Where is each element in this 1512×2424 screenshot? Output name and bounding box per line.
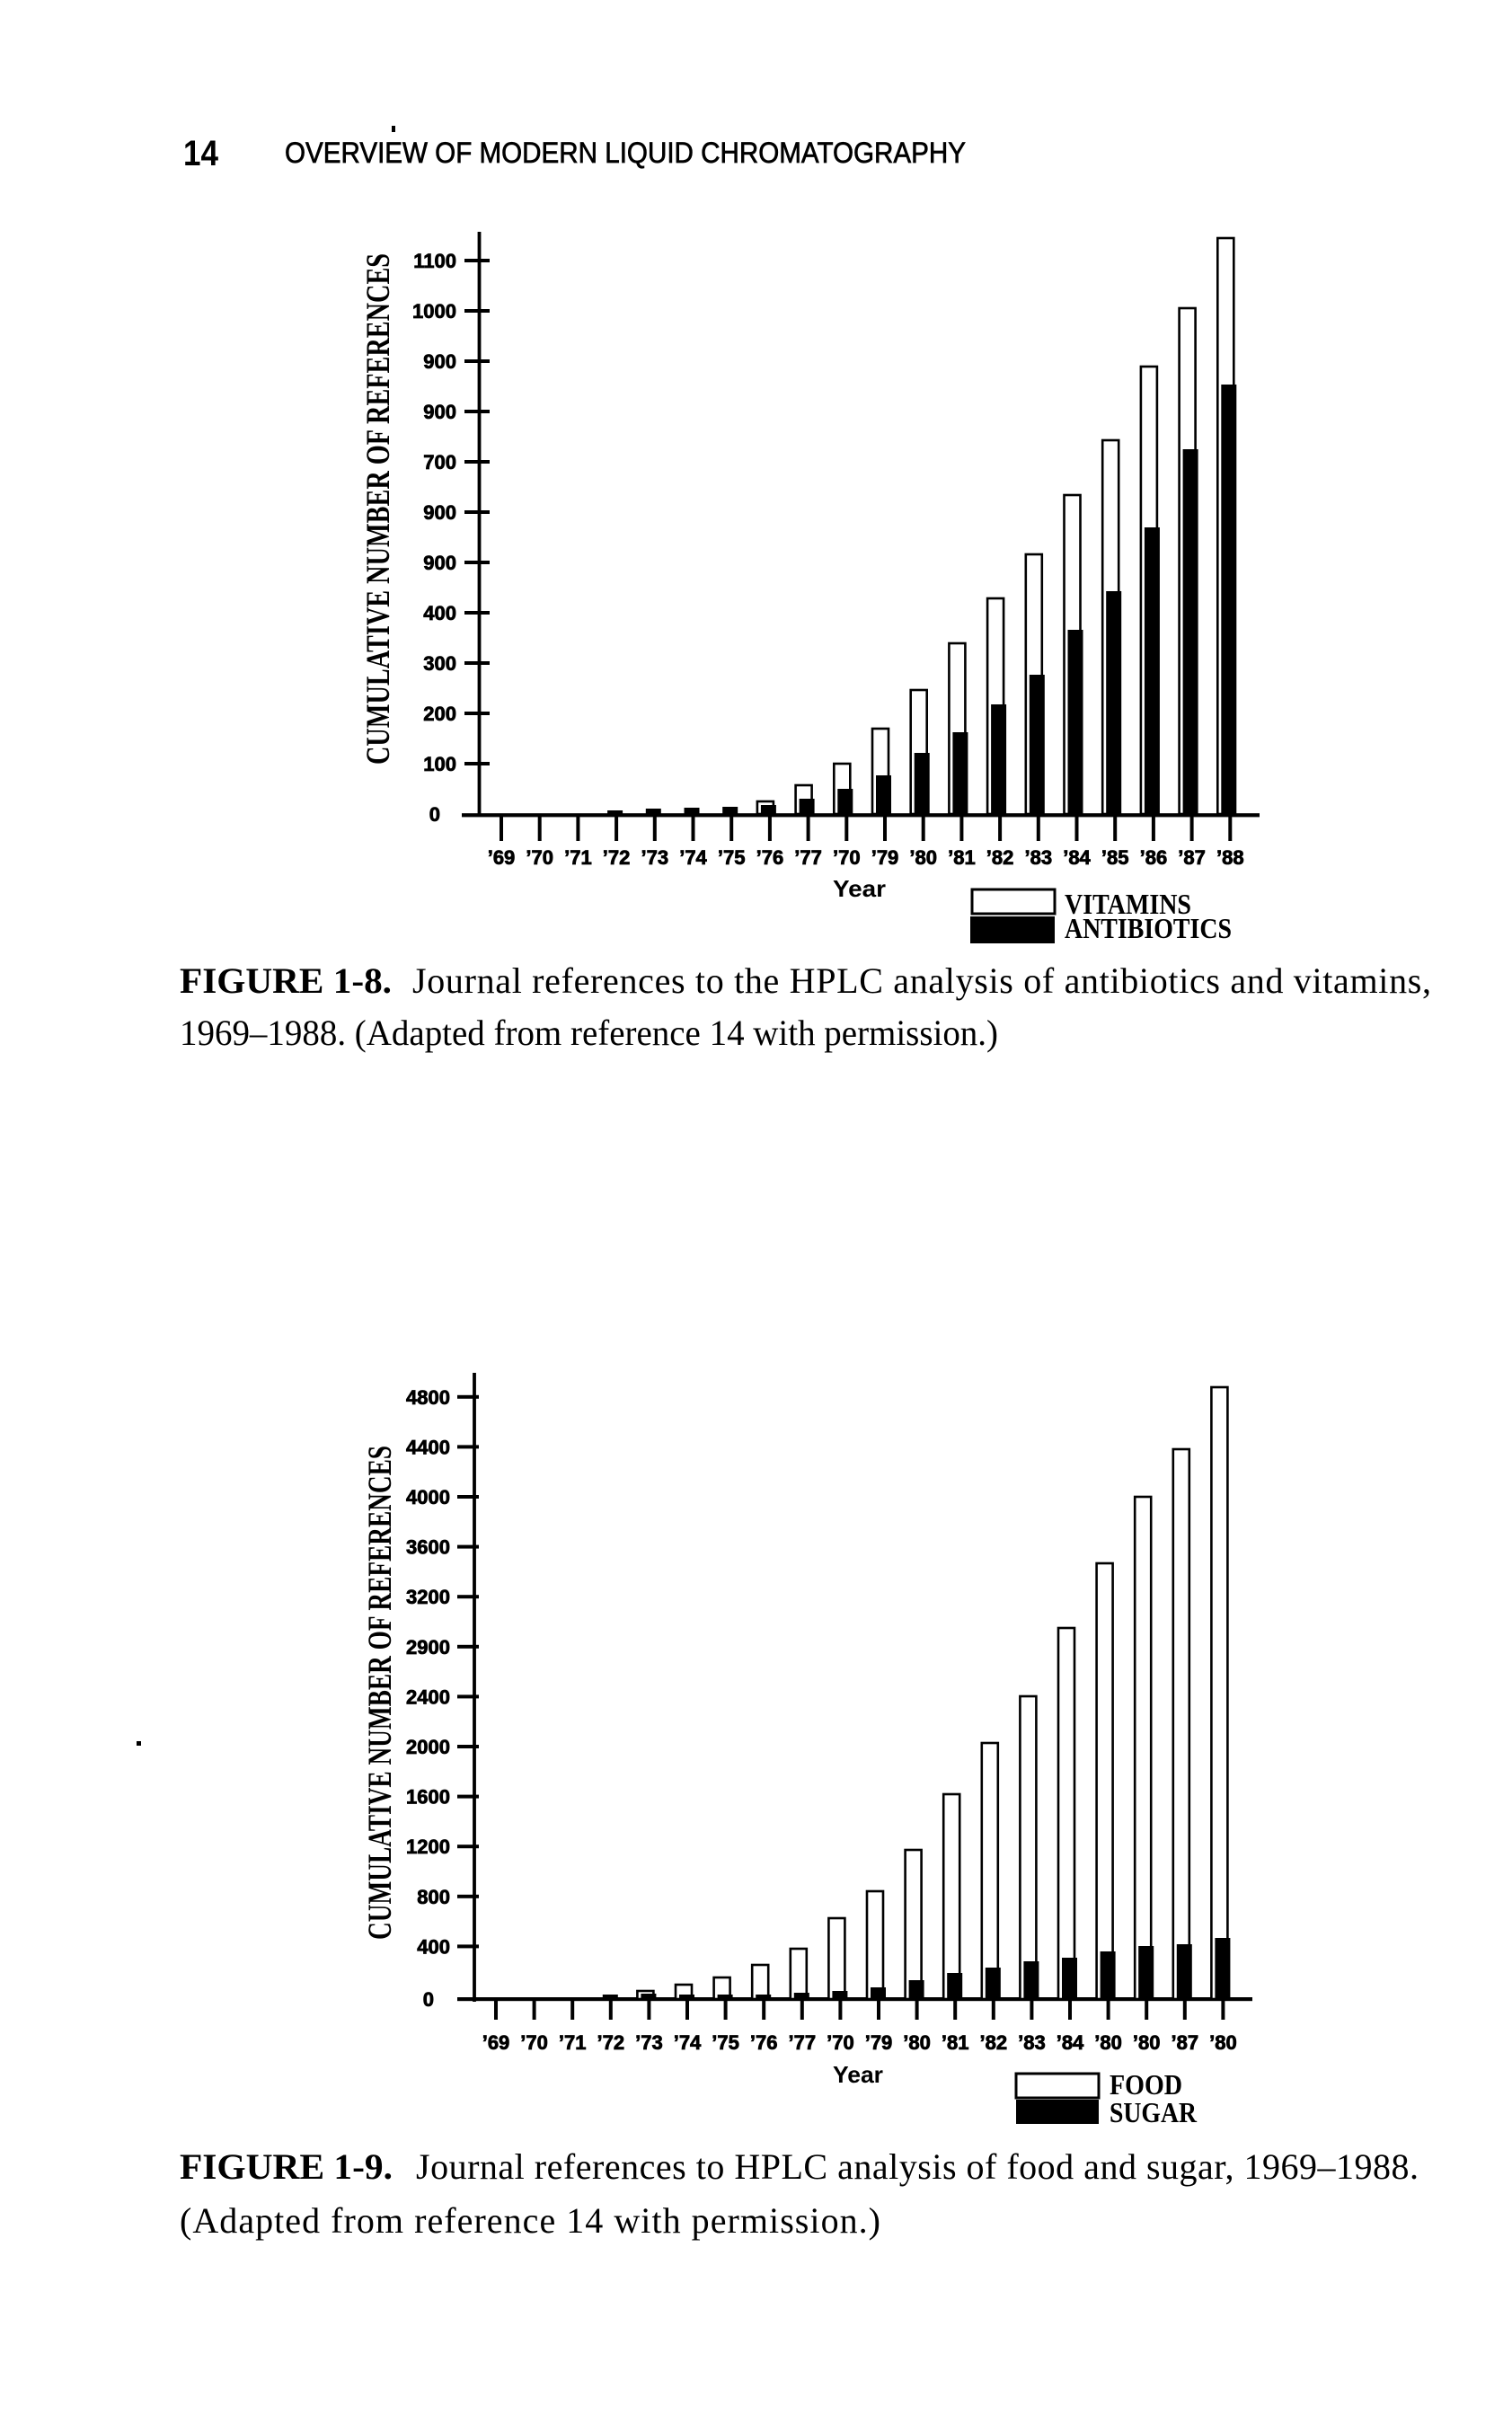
svg-text:’72: ’72: [597, 2031, 625, 2054]
svg-text:’80: ’80: [909, 846, 937, 869]
svg-text:OVERVIEW OF MODERN LIQUID CHRO: OVERVIEW OF MODERN LIQUID CHROMATOGRAPHY: [285, 137, 966, 169]
svg-text:4000: 4000: [406, 1486, 450, 1508]
svg-text:’74: ’74: [679, 846, 707, 869]
svg-text:’81: ’81: [948, 846, 976, 869]
svg-text:400: 400: [423, 602, 456, 624]
svg-text:4400: 4400: [406, 1436, 450, 1458]
svg-text:1200: 1200: [406, 1836, 450, 1858]
svg-text:’79: ’79: [865, 2031, 893, 2054]
svg-text:(Adapted from reference 14 wit: (Adapted from reference 14 with permissi…: [180, 2200, 880, 2241]
svg-text:’81: ’81: [942, 2031, 969, 2054]
svg-text:’75: ’75: [718, 846, 746, 869]
svg-text:Year: Year: [833, 875, 886, 902]
svg-text:ANTIBIOTICS: ANTIBIOTICS: [1065, 912, 1232, 944]
svg-text:0: 0: [429, 803, 440, 826]
svg-text:700: 700: [423, 451, 456, 473]
svg-text:400: 400: [417, 1935, 450, 1958]
svg-text:’85: ’85: [1101, 846, 1129, 869]
svg-text:’76: ’76: [750, 2031, 778, 2054]
svg-text:’76: ’76: [756, 846, 784, 869]
svg-text:’72: ’72: [603, 846, 631, 869]
svg-text:FIGURE 1-9.: FIGURE 1-9.: [180, 2146, 393, 2187]
svg-text:1000: 1000: [412, 300, 456, 323]
svg-text:’88: ’88: [1216, 846, 1244, 869]
svg-text:300: 300: [423, 652, 456, 675]
svg-text:’73: ’73: [635, 2031, 663, 2054]
svg-text:900: 900: [423, 552, 456, 574]
svg-text:3200: 3200: [406, 1586, 450, 1608]
svg-text:Journal references to HPLC ana: Journal references to HPLC analysis of f…: [416, 2146, 1419, 2187]
svg-text:’73: ’73: [641, 846, 669, 869]
svg-text:FIGURE 1-8.: FIGURE 1-8.: [180, 960, 392, 1001]
svg-text:’70: ’70: [827, 2031, 854, 2054]
svg-text:14: 14: [183, 134, 219, 173]
svg-text:’84: ’84: [1057, 2031, 1084, 2054]
svg-text:’75: ’75: [712, 2031, 739, 2054]
svg-text:’83: ’83: [1018, 2031, 1046, 2054]
svg-text:’86: ’86: [1140, 846, 1168, 869]
svg-text:900: 900: [423, 401, 456, 423]
svg-text:100: 100: [423, 753, 456, 775]
svg-text:’80: ’80: [1209, 2031, 1237, 2054]
svg-text:0: 0: [423, 1988, 434, 2011]
svg-text:SUGAR: SUGAR: [1110, 2096, 1198, 2128]
svg-text:’71: ’71: [564, 846, 592, 869]
svg-text:’71: ’71: [559, 2031, 587, 2054]
svg-text:’87: ’87: [1178, 846, 1206, 869]
svg-text:200: 200: [423, 703, 456, 725]
svg-text:Journal references to the HPLC: Journal references to the HPLC analysis …: [412, 960, 1431, 1001]
svg-text:800: 800: [417, 1886, 450, 1908]
svg-text:’80: ’80: [1133, 2031, 1161, 2054]
svg-text:CUMULATIVE NUMBER OF REFERENCE: CUMULATIVE NUMBER OF REFERENCES: [360, 253, 397, 765]
svg-text:FOOD: FOOD: [1110, 2068, 1182, 2101]
svg-text:’83: ’83: [1025, 846, 1053, 869]
svg-text:’70: ’70: [526, 846, 553, 869]
svg-text:4800: 4800: [406, 1386, 450, 1409]
svg-text:’80: ’80: [1094, 2031, 1122, 2054]
svg-text:’77: ’77: [789, 2031, 817, 2054]
svg-text:’84: ’84: [1063, 846, 1091, 869]
svg-text:3600: 3600: [406, 1536, 450, 1559]
svg-text:1969–1988. (Adapted from refer: 1969–1988. (Adapted from reference 14 wi…: [180, 1013, 998, 1053]
svg-text:1100: 1100: [413, 250, 456, 272]
svg-text:’79: ’79: [871, 846, 899, 869]
svg-text:’77: ’77: [794, 846, 822, 869]
svg-text:900: 900: [423, 350, 456, 373]
svg-text:’74: ’74: [674, 2031, 702, 2054]
svg-text:CUMULATIVE NUMBER OF REFERENCE: CUMULATIVE NUMBER OF REFERENCES: [362, 1446, 399, 1940]
svg-text:VITAMINS: VITAMINS: [1065, 888, 1191, 920]
svg-text:’70: ’70: [833, 846, 861, 869]
svg-text:’69: ’69: [488, 846, 516, 869]
svg-text:2000: 2000: [406, 1736, 450, 1758]
svg-text:’70: ’70: [520, 2031, 548, 2054]
svg-text:Year: Year: [833, 2061, 883, 2088]
svg-text:’87: ’87: [1172, 2031, 1199, 2054]
svg-text:’82: ’82: [980, 2031, 1008, 2054]
svg-text:’82: ’82: [986, 846, 1014, 869]
svg-text:2900: 2900: [406, 1636, 450, 1659]
svg-text:1600: 1600: [406, 1786, 450, 1809]
svg-text:900: 900: [423, 501, 456, 524]
svg-text:2400: 2400: [406, 1685, 450, 1708]
svg-text:’69: ’69: [482, 2031, 510, 2054]
svg-text:’80: ’80: [903, 2031, 931, 2054]
